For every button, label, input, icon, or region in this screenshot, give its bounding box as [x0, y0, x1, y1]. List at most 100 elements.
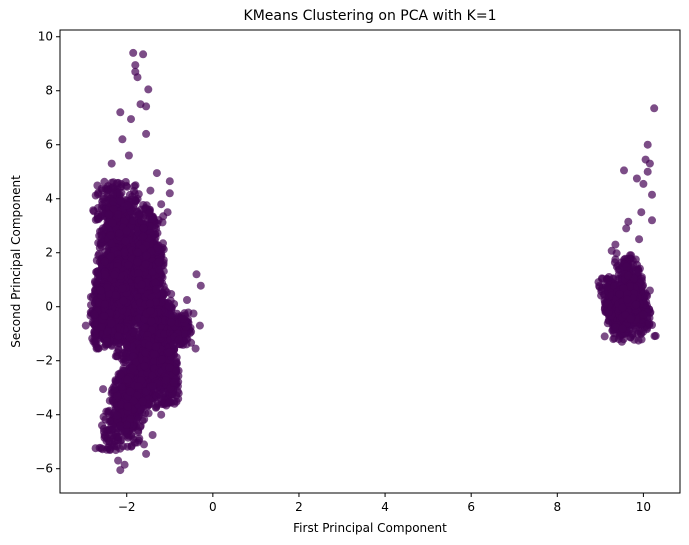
- scatter-point: [119, 296, 128, 305]
- scatter-point: [650, 332, 659, 341]
- scatter-point: [117, 383, 126, 391]
- scatter-point: [139, 232, 148, 241]
- scatter-point: [110, 384, 119, 393]
- scatter-point: [161, 376, 170, 385]
- scatter-point: [104, 210, 113, 219]
- scatter-point: [602, 283, 611, 291]
- chart-title: KMeans Clustering on PCA with K=1: [244, 8, 497, 24]
- scatter-point: [102, 337, 111, 346]
- scatter-point: [128, 364, 137, 373]
- scatter-point: [145, 299, 154, 308]
- scatter-point: [146, 307, 155, 315]
- scatter-point: [109, 197, 118, 206]
- scatter-point: [145, 341, 154, 350]
- scatter-point: [100, 257, 109, 266]
- scatter-point: [145, 209, 154, 217]
- scatter-point: [122, 226, 131, 235]
- scatter-point: [109, 189, 117, 198]
- scatter-point: [126, 387, 135, 396]
- scatter-point: [116, 370, 125, 379]
- scatter-point: [100, 312, 109, 320]
- scatter-point: [115, 229, 124, 238]
- scatter-point: [136, 422, 145, 431]
- scatter-point: [101, 270, 110, 279]
- scatter-point: [122, 420, 131, 429]
- scatter-point: [173, 359, 181, 368]
- scatter-point: [108, 219, 117, 228]
- scatter-point: [118, 284, 127, 293]
- scatter-point: [111, 376, 120, 385]
- scatter-point: [153, 243, 162, 252]
- scatter-point: [113, 179, 121, 188]
- scatter-point: [103, 327, 112, 336]
- scatter-point: [114, 210, 122, 219]
- scatter-point: [152, 285, 161, 294]
- scatter-point: [147, 317, 156, 326]
- scatter-point: [91, 278, 100, 287]
- scatter-point: [89, 206, 98, 215]
- scatter-point: [131, 181, 140, 190]
- scatter-point: [133, 258, 142, 267]
- scatter-point: [111, 446, 120, 455]
- scatter-point: [139, 224, 148, 232]
- scatter-point: [174, 335, 183, 344]
- scatter-point: [148, 382, 157, 390]
- scatter-point: [137, 280, 146, 289]
- scatter-point: [133, 248, 142, 257]
- scatter-point: [130, 438, 139, 447]
- scatter-point: [134, 190, 143, 199]
- scatter-point: [107, 319, 116, 328]
- scatter-point: [105, 443, 113, 452]
- scatter-point: [111, 352, 120, 361]
- scatter-point: [109, 205, 118, 213]
- scatter-point: [113, 411, 122, 420]
- scatter-point: [121, 237, 130, 246]
- scatter-point: [123, 375, 132, 384]
- scatter-point: [122, 341, 131, 350]
- scatter-point: [99, 193, 108, 202]
- scatter-point: [107, 239, 116, 248]
- scatter-point: [141, 260, 150, 269]
- scatter-point: [125, 190, 134, 199]
- scatter-point: [114, 345, 123, 354]
- scatter-point: [134, 382, 143, 390]
- scatter-point: [116, 421, 125, 430]
- scatter-point: [108, 431, 117, 440]
- scatter-point: [132, 415, 141, 424]
- scatter-point: [121, 358, 130, 367]
- scatter-point: [614, 261, 622, 270]
- scatter-point: [92, 256, 101, 265]
- scatter-point: [122, 181, 131, 190]
- scatter-point: [603, 319, 612, 328]
- scatter-point: [97, 231, 106, 240]
- scatter-point: [101, 247, 110, 256]
- scatter-point: [612, 249, 621, 258]
- scatter-point: [120, 248, 129, 257]
- scatter-point: [106, 252, 115, 261]
- scatter-point: [98, 445, 107, 454]
- scatter-point: [167, 318, 176, 327]
- scatter-point: [124, 261, 133, 269]
- scatter-point: [120, 217, 129, 226]
- scatter-point: [91, 191, 100, 200]
- scatter-point: [110, 270, 119, 279]
- scatter-point: [111, 291, 120, 299]
- scatter-point: [150, 350, 159, 359]
- scatter-point: [158, 388, 167, 397]
- scatter-point: [100, 300, 109, 309]
- scatter-point: [91, 326, 99, 335]
- scatter-point: [138, 397, 147, 406]
- scatter-point: [157, 200, 166, 209]
- scatter-point: [113, 392, 122, 401]
- points-layer: [81, 48, 660, 475]
- scatter-point: [145, 400, 153, 408]
- scatter-point: [164, 348, 173, 357]
- scatter-point: [106, 231, 115, 240]
- scatter-point: [140, 362, 149, 371]
- scatter-point: [91, 444, 100, 453]
- scatter-point: [155, 265, 164, 274]
- scatter-point: [137, 216, 146, 225]
- scatter-point: [182, 340, 191, 349]
